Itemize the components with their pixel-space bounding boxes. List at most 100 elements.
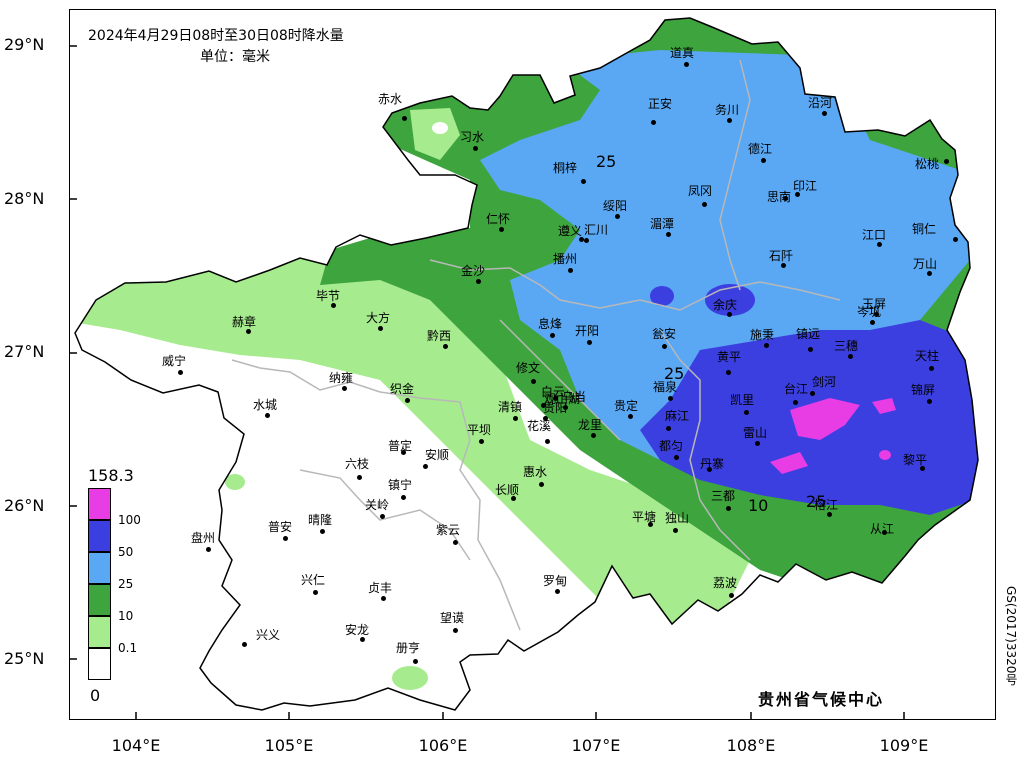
city-label: 仁怀 [486,212,511,226]
city-label: 观山湖 [544,392,581,406]
city-dot [927,399,932,404]
map-title: 2024年4月29日08时至30日08时降水量 [88,28,344,44]
city-label: 雷山 [743,426,768,440]
city-label: 道真 [670,46,695,60]
city-label: 思南 [767,190,792,204]
city-dot [357,475,362,480]
city-dot [320,529,325,534]
city-label: 石阡 [769,249,794,263]
light-rain-area [75,245,760,640]
city-label: 毕节 [316,289,341,303]
city-dot [944,159,949,164]
city-label: 六枝 [345,457,370,471]
city-label: 贞丰 [368,581,393,595]
city-dot [178,370,183,375]
city-dot [920,466,925,471]
city-label: 纳雍 [329,371,354,385]
city-label: 独山 [665,511,690,525]
lon-label-109: 109°E [879,736,929,755]
city-label: 罗甸 [543,574,568,588]
heavy-rainstorm-area [770,452,808,474]
city-dot [662,344,667,349]
city-dot [513,416,518,421]
city-label: 大方 [366,311,391,325]
city-label: 余庆 [713,298,738,312]
city-label: 镇远 [796,327,821,341]
light-rain-patch-north [410,108,460,160]
city-label: 榕江 [814,498,839,512]
lon-label-105: 105°E [264,736,314,755]
city-dot [283,536,288,541]
city-label: 福泉 [653,380,678,394]
city-label: 惠水 [523,465,548,479]
city-dot [953,237,958,242]
city-label: 玉屏 [862,297,887,311]
contour-label: 25 [596,152,617,171]
city-label: 从江 [870,522,895,536]
light-rain-patch [225,474,245,490]
city-label: 麻江 [665,409,690,423]
prefecture-boundary [429,259,841,311]
city-label: 桐梓 [553,161,578,175]
city-dot [443,344,448,349]
city-dot [453,628,458,633]
map-approval-number: GS(2017)3320号 [1004,586,1018,686]
city-label: 织金 [390,382,415,396]
city-label: 台江 [784,382,809,396]
city-label: 万山 [913,257,938,271]
city-dot [648,522,653,527]
prefecture-boundary [659,329,751,561]
city-label: 绥阳 [603,199,628,213]
city-label: 晴隆 [308,513,333,527]
prefecture-boundary [719,59,751,291]
legend-label-100: 100 [118,513,141,527]
city-dot [453,540,458,545]
city-dot [674,455,679,460]
city-dot [550,333,555,338]
city-label: 紫云 [436,523,461,537]
legend-swatch-50 [88,520,111,552]
city-dot [381,596,386,601]
prefecture-boundary [231,359,521,631]
city-label: 乌当 [562,390,587,404]
legend-label-50: 50 [118,545,134,559]
legend-swatch-0-1 [88,616,111,648]
city-label: 望谟 [440,611,465,625]
contour-label: 25 [806,492,827,511]
city-dot [531,379,536,384]
legend-label-10: 10 [118,609,134,623]
city-dot [584,238,589,243]
city-label: 丹寨 [700,457,725,471]
city-dot [265,413,270,418]
city-label: 凯里 [730,393,755,407]
map-unit: 单位：毫米 [200,49,270,65]
city-label: 剑河 [812,375,837,389]
city-label: 平塘 [632,510,657,524]
city-label: 关岭 [365,498,390,512]
city-label: 三都 [711,489,736,503]
city-label: 瓮安 [652,327,677,341]
city-dot [702,202,707,207]
lon-label-106: 106°E [418,736,468,755]
legend-max-value: 158.3 [88,466,134,485]
city-dot [423,464,428,469]
city-label: 印江 [793,179,818,193]
city-dot [827,512,832,517]
city-dot [563,405,568,410]
city-label: 水城 [253,398,278,412]
city-dot [360,637,365,642]
legend-swatch-100 [88,488,111,520]
city-dot [378,326,383,331]
heavy-rainstorm-area [790,398,860,440]
rainstorm-patch [650,286,674,306]
city-label: 都匀 [659,439,684,453]
city-label: 兴仁 [301,573,326,587]
city-dot [781,263,786,268]
city-label: 正安 [648,97,673,111]
light-rain-patch [392,666,428,690]
city-dot [543,416,548,421]
city-dot [707,467,712,472]
lat-label-27: 27°N [4,342,45,361]
city-dot [380,514,385,519]
